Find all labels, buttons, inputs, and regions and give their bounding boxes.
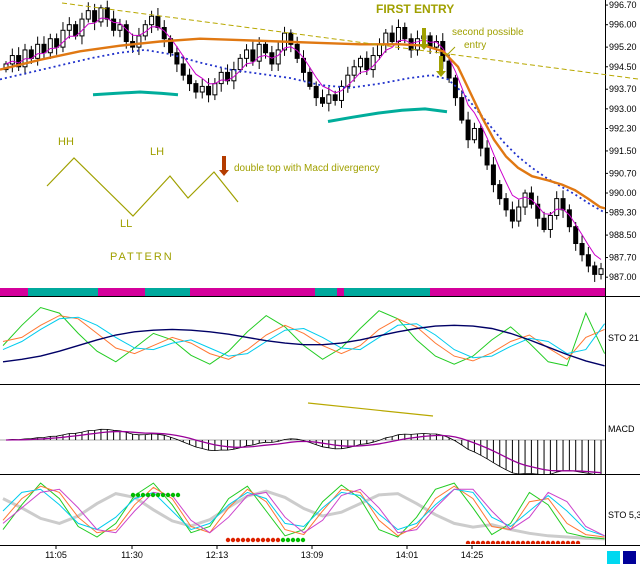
signal-dot bbox=[240, 537, 246, 543]
pattern-strip bbox=[0, 288, 605, 296]
macd-trendline bbox=[307, 402, 434, 417]
time-label: 13:09 bbox=[301, 550, 324, 560]
signal-dot bbox=[270, 537, 276, 543]
price-tick-label: 995.20 bbox=[609, 42, 637, 52]
signal-dot bbox=[530, 540, 536, 544]
signal-dot bbox=[130, 492, 136, 498]
cyan-square-icon[interactable] bbox=[607, 551, 620, 564]
signal-dot bbox=[560, 540, 566, 544]
panel-sto21 bbox=[2, 306, 606, 367]
trendline bbox=[61, 2, 639, 80]
signal-dot bbox=[300, 537, 306, 543]
time-label: 12:13 bbox=[206, 550, 229, 560]
price-tick-label: 994.50 bbox=[609, 62, 637, 72]
signal-dot bbox=[510, 540, 516, 544]
signal-dot bbox=[260, 537, 266, 543]
signal-dot bbox=[155, 492, 161, 498]
signal-dot bbox=[255, 537, 261, 543]
signal-dot bbox=[465, 540, 471, 544]
signal-dot bbox=[235, 537, 241, 543]
price-tick-label: 988.50 bbox=[609, 230, 637, 240]
panel-sto53 bbox=[2, 482, 605, 544]
signal-dot bbox=[150, 492, 156, 498]
signal-dot bbox=[290, 537, 296, 543]
signal-dot bbox=[140, 492, 146, 498]
signal-dot bbox=[545, 540, 551, 544]
price-tick-label: 987.00 bbox=[609, 272, 637, 282]
panel-label-sto21: STO 21 bbox=[608, 333, 639, 343]
signal-dot bbox=[555, 540, 561, 544]
price-tick-label: 990.00 bbox=[609, 188, 637, 198]
signal-dot bbox=[145, 492, 151, 498]
signal-dot bbox=[245, 537, 251, 543]
price-tick-label: 993.70 bbox=[609, 84, 637, 94]
signal-dot bbox=[170, 492, 176, 498]
signal-dot bbox=[515, 540, 521, 544]
annotation-ll: LL bbox=[120, 218, 133, 230]
panel-label-macd: MACD bbox=[608, 424, 635, 434]
signal-dot bbox=[570, 540, 576, 544]
signal-dot bbox=[575, 540, 581, 544]
signal-dot bbox=[495, 540, 501, 544]
signal-dot bbox=[500, 540, 506, 544]
signal-dot bbox=[230, 537, 236, 543]
pattern-zigzag bbox=[46, 157, 239, 217]
signal-dot bbox=[295, 537, 301, 543]
price-tick-label: 990.70 bbox=[609, 168, 637, 178]
time-label: 14:25 bbox=[461, 550, 484, 560]
signal-dot bbox=[525, 540, 531, 544]
signal-dot bbox=[165, 492, 171, 498]
navy-square-icon[interactable] bbox=[623, 551, 636, 564]
signal-dot bbox=[250, 537, 256, 543]
signal-dot bbox=[485, 540, 491, 544]
time-label: 11:30 bbox=[121, 550, 143, 560]
price-tick-label: 993.00 bbox=[609, 104, 637, 114]
annotation-double-top: double top with Macd divergency bbox=[234, 163, 380, 174]
time-label: 14:01 bbox=[396, 550, 419, 560]
annotation-second-entry-line2: entry bbox=[464, 40, 487, 51]
price-tick-label: 992.30 bbox=[609, 123, 637, 133]
signal-dot bbox=[480, 540, 486, 544]
panel-label-sto53: STO 5,3 bbox=[608, 510, 640, 520]
signal-dot bbox=[225, 537, 231, 543]
price-tick-label: 996.00 bbox=[609, 20, 637, 30]
macd-panel bbox=[5, 428, 602, 474]
signal-dot bbox=[285, 537, 291, 543]
signal-dot bbox=[275, 537, 281, 543]
signal-dot bbox=[535, 540, 541, 544]
signal-dot bbox=[490, 540, 496, 544]
price-tick-label: 987.70 bbox=[609, 253, 637, 263]
signal-dot bbox=[565, 540, 571, 544]
signal-dot bbox=[265, 537, 271, 543]
signal-dot bbox=[520, 540, 526, 544]
signal-dot bbox=[135, 492, 141, 498]
signal-dot bbox=[470, 540, 476, 544]
signal-dot bbox=[550, 540, 556, 544]
signal-dot bbox=[160, 492, 166, 498]
annotation-first-entry: FIRST ENTRY bbox=[376, 2, 455, 16]
candles bbox=[0, 0, 606, 282]
price-tick-label: 996.70 bbox=[609, 0, 637, 10]
annotation-pattern: PATTERN bbox=[110, 251, 174, 263]
annotation-lh: LH bbox=[150, 146, 165, 158]
signal-dot bbox=[175, 492, 181, 498]
price-tick-label: 989.30 bbox=[609, 208, 637, 218]
signal-dot bbox=[540, 540, 546, 544]
signal-dot bbox=[280, 537, 286, 543]
signal-dot bbox=[475, 540, 481, 544]
signal-dot bbox=[505, 540, 511, 544]
annotation-second-entry-line1: second possible bbox=[452, 27, 524, 38]
price-tick-label: 991.50 bbox=[609, 146, 637, 156]
time-label: 11:05 bbox=[45, 550, 67, 560]
annotation-hh: HH bbox=[58, 136, 74, 148]
